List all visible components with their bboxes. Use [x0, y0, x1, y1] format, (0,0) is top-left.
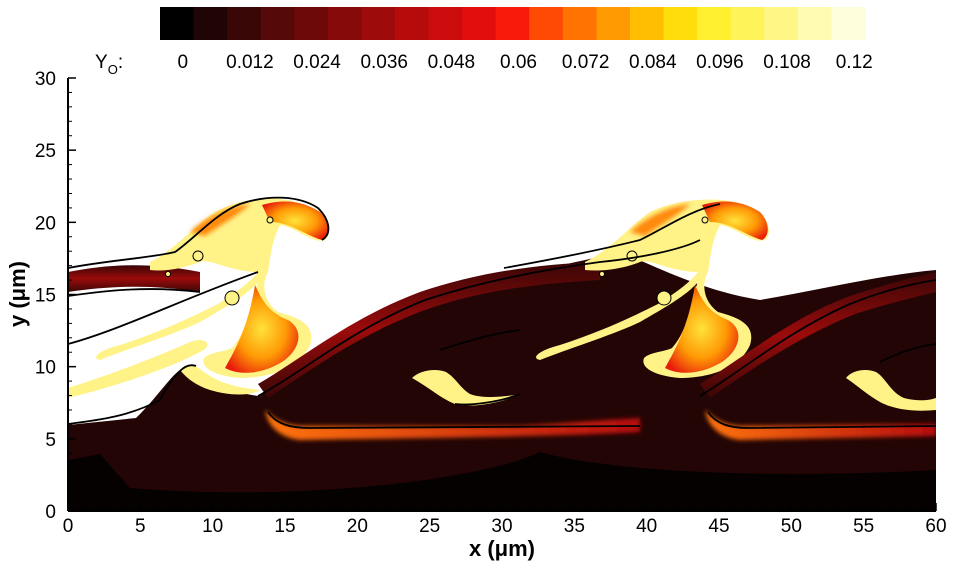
colorbar-swatch [294, 7, 329, 40]
plot-field [68, 78, 936, 511]
colorbar-swatch [428, 7, 463, 40]
droplet [599, 271, 605, 277]
x-tick-label: 50 [781, 516, 802, 537]
colorbar-tick-label: 0.06 [500, 52, 537, 73]
colorbar-swatch [630, 7, 664, 40]
y-tick-label: 20 [35, 213, 56, 234]
front-left [180, 365, 260, 395]
droplet [266, 216, 274, 224]
colorbar-variable-label: YO: [95, 52, 123, 77]
y-tick-label: 25 [35, 141, 56, 162]
colorbar-swatch [596, 7, 631, 40]
droplet [224, 290, 240, 306]
wave-crest-2-edge [630, 204, 690, 236]
rising-band-right [700, 272, 936, 398]
y-tick-label: 30 [35, 69, 56, 90]
colorbar-labels: 0 0.012 0.024 0.036 0.048 0.06 0.072 0.084 0.096… [177, 52, 872, 73]
colorbar-swatch [327, 7, 362, 40]
bottom-front-1 [265, 410, 640, 440]
x-axis-title: x (μm) [469, 536, 535, 561]
colorbar-tick-label: 0.12 [836, 52, 873, 73]
colorbar-swatch [797, 7, 832, 40]
colorbar-swatch [495, 7, 530, 40]
y-tick-label: 5 [45, 430, 56, 451]
x-tick-label: 25 [419, 516, 440, 537]
x-tick-label: 20 [347, 516, 368, 537]
contour-lines [68, 196, 936, 429]
lowest-black-region [68, 452, 936, 511]
x-tick-label: 0 [63, 516, 74, 537]
wave-crest-1-tip [262, 201, 328, 240]
colorbar-swatch [663, 7, 698, 40]
colorbar-swatch [227, 7, 262, 40]
y-tick-label: 10 [35, 358, 56, 379]
droplet [165, 271, 171, 277]
x-tick-label: 10 [202, 516, 223, 537]
streak-1 [68, 340, 208, 398]
droplet [701, 216, 709, 224]
colorbar-swatch [730, 7, 765, 40]
wave-crest-1-hot [225, 285, 299, 373]
x-tick-label: 15 [274, 516, 295, 537]
droplet [656, 290, 672, 306]
x-axis-ticks: 0 5 10 15 20 25 30 35 40 45 50 55 60 [63, 503, 947, 537]
x-tick-label: 60 [925, 516, 946, 537]
colorbar-tick-label: 0.048 [428, 52, 476, 73]
droplet [626, 250, 638, 262]
colorbar-tick-label: 0.096 [696, 52, 744, 73]
colorbar-swatch [193, 7, 228, 40]
colorbar-tick-label: 0.012 [226, 52, 274, 73]
x-tick-label: 35 [564, 516, 585, 537]
pocket-mid [412, 370, 520, 406]
colorbar-swatch [160, 7, 194, 40]
colorbar-swatch [697, 7, 732, 40]
wave-crest-2-tip [702, 201, 768, 240]
bottom-front-2 [705, 410, 936, 440]
pocket-right [846, 370, 936, 411]
wave-crest-2-hot [665, 285, 739, 373]
y-tick-label: 0 [45, 502, 56, 523]
rising-band [258, 262, 600, 398]
colorbar-swatch [361, 7, 396, 40]
colorbar-swatch [831, 7, 866, 40]
colorbar-tick-label: 0.036 [360, 52, 408, 73]
colorbar-tick-label: 0.108 [763, 52, 811, 73]
colorbar-tick-label: 0 [177, 52, 188, 73]
x-tick-label: 40 [636, 516, 657, 537]
colorbar-swatch [260, 7, 295, 40]
colorbar-swatch [562, 7, 597, 40]
colorbar-tick-label: 0.072 [562, 52, 610, 73]
colorbar-swatch [529, 7, 564, 40]
colorbar-swatch [395, 7, 429, 40]
y-axis-title: y (μm) [5, 261, 30, 327]
droplet [192, 250, 204, 262]
colorbar-tick-label: 0.024 [293, 52, 341, 73]
colorbar-swatch [462, 7, 497, 40]
y-axis-ticks: 0 5 10 15 20 25 30 [35, 69, 76, 523]
y-tick-label: 15 [35, 286, 56, 307]
x-tick-label: 5 [135, 516, 146, 537]
x-tick-label: 55 [853, 516, 874, 537]
colorbar-tick-label: 0.084 [629, 52, 677, 73]
colorbar-swatch [764, 7, 799, 40]
x-tick-label: 30 [491, 516, 512, 537]
colorbar [160, 7, 866, 40]
x-tick-label: 45 [708, 516, 729, 537]
